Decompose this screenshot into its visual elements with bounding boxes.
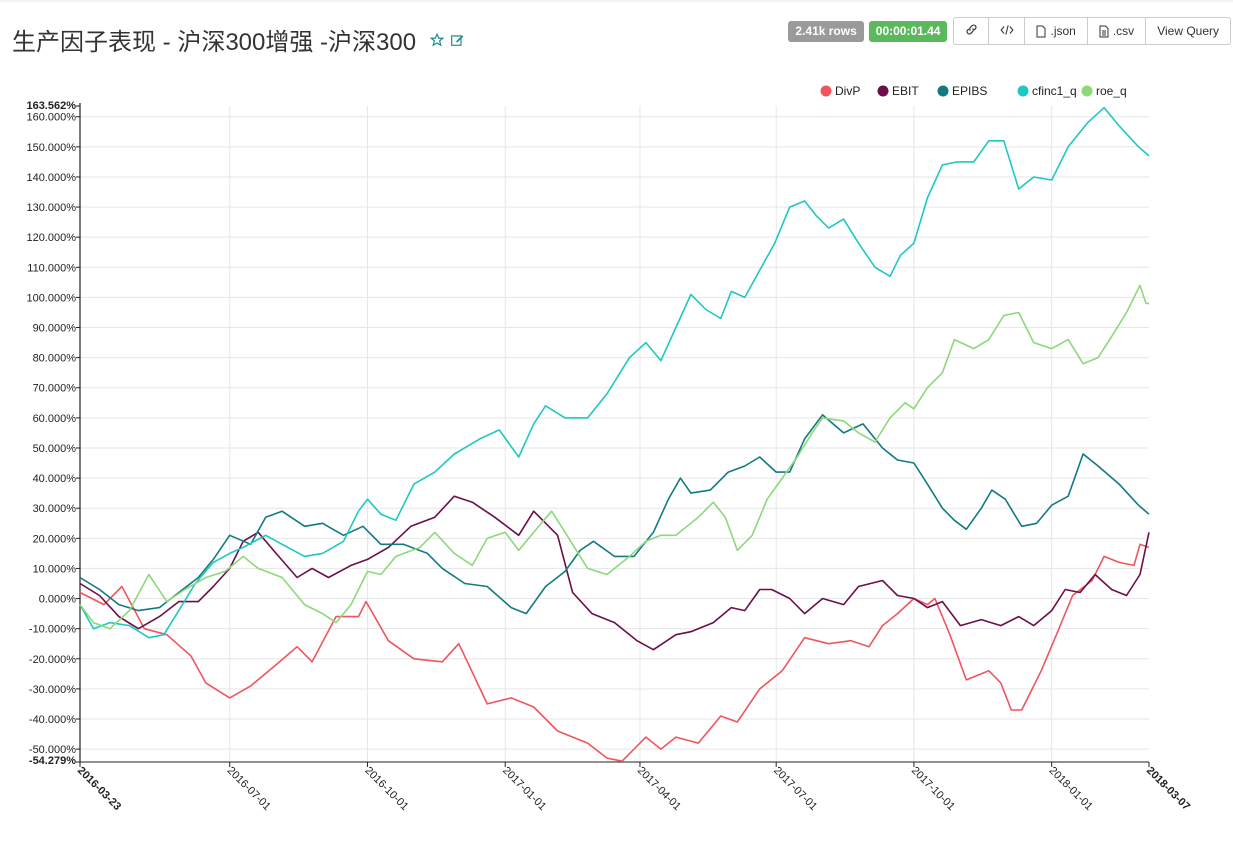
y-tick-label: 50.000% <box>33 443 77 455</box>
legend-item-EPIBS[interactable]: EPIBS <box>937 84 988 98</box>
y-tick-label: -40.000% <box>29 714 76 726</box>
y-tick-label: 100.000% <box>26 292 76 304</box>
y-tick-label: -54.279% <box>29 755 76 767</box>
file-text-icon <box>1099 25 1109 38</box>
series-line-cfinc1_q <box>79 106 1150 639</box>
csv-download-label: .csv <box>1112 24 1135 38</box>
y-tick-label: 150.000% <box>26 142 76 154</box>
csv-download-button[interactable]: .csv <box>1086 17 1147 45</box>
legend-marker <box>820 85 832 97</box>
y-tick-label: 20.000% <box>33 533 77 545</box>
y-tick-label: -10.000% <box>29 624 76 636</box>
chart-legend[interactable]: DivP EBIT EPIBS cfinc1_q roe_q <box>820 84 1127 98</box>
legend-marker <box>1081 85 1093 97</box>
series-line-EPIBS <box>79 414 1150 615</box>
legend-label: roe_q <box>1096 84 1127 98</box>
y-tick-label: 0.000% <box>39 594 77 606</box>
x-tick-label: 2017-04-01 <box>635 765 683 813</box>
x-tick-label: 2017-01-01 <box>500 765 548 813</box>
legend-item-cfinc1_q[interactable]: cfinc1_q <box>1017 84 1077 98</box>
legend-item-EBIT[interactable]: EBIT <box>877 84 920 98</box>
link-icon <box>965 23 978 39</box>
view-query-button[interactable]: View Query <box>1145 17 1231 45</box>
y-tick-label: 70.000% <box>33 383 77 395</box>
y-tick-label: 163.562% <box>26 100 76 112</box>
x-axis: 2016-03-23 2016-07-01 2016-10-01 2017-01-01… <box>75 761 1192 813</box>
y-tick-label: -50.000% <box>29 744 76 756</box>
x-tick-label: 2017-10-01 <box>909 765 957 813</box>
star-icon[interactable] <box>430 32 445 47</box>
y-tick-label: 130.000% <box>26 202 76 214</box>
chart-grid <box>80 106 1149 762</box>
legend-label: cfinc1_q <box>1032 84 1077 98</box>
y-axis: 163.562%160.000% 150.000% 140.000% 130.000%… <box>26 100 81 767</box>
series-line-EBIT <box>79 495 1150 651</box>
legend-marker <box>1017 85 1029 97</box>
link-button[interactable] <box>953 17 990 45</box>
view-query-label: View Query <box>1157 24 1219 38</box>
y-tick-label: 40.000% <box>33 473 77 485</box>
legend-marker <box>877 85 889 97</box>
edit-icon[interactable] <box>450 33 465 47</box>
y-tick-label: -20.000% <box>29 654 76 666</box>
y-tick-label: 160.000% <box>26 112 76 124</box>
legend-label: DivP <box>835 84 860 98</box>
legend-item-roe_q[interactable]: roe_q <box>1081 84 1127 98</box>
series-line-DivP <box>79 543 1150 762</box>
y-tick-label: 110.000% <box>27 262 76 274</box>
x-tick-label: 2018-03-07 <box>1144 765 1192 813</box>
chart-series <box>79 106 1150 762</box>
legend-label: EPIBS <box>952 84 987 98</box>
action-button-group: .json .csv View Query <box>953 17 1231 45</box>
x-tick-label: 2016-07-01 <box>225 765 273 813</box>
top-border <box>0 0 1233 2</box>
rows-badge: 2.41k rows <box>788 20 864 42</box>
y-tick-label: 120.000% <box>26 232 76 244</box>
json-download-label: .json <box>1050 24 1076 38</box>
code-icon <box>1000 24 1014 39</box>
y-tick-label: 80.000% <box>33 353 77 365</box>
y-tick-label: 60.000% <box>33 413 77 425</box>
y-tick-label: -30.000% <box>29 684 76 696</box>
y-tick-label: 30.000% <box>33 503 77 515</box>
toolbar: 2.41k rows 00:00:01.44 .json .csv View Q <box>788 17 1231 45</box>
page-title: 生产因子表现 - 沪深300增强 -沪深300 <box>12 22 465 57</box>
time-badge: 00:00:01.44 <box>868 20 948 42</box>
x-tick-label: 2016-10-01 <box>362 765 410 813</box>
legend-item-DivP[interactable]: DivP <box>820 84 861 98</box>
series-line-roe_q <box>79 284 1149 630</box>
legend-label: EBIT <box>892 84 919 98</box>
x-tick-label: 2017-07-01 <box>771 765 819 813</box>
x-tick-label: 2018-01-01 <box>1047 765 1095 813</box>
y-tick-label: 90.000% <box>33 323 77 335</box>
y-tick-label: 140.000% <box>26 172 76 184</box>
file-icon <box>1036 25 1046 38</box>
y-tick-label: 10.000% <box>33 563 77 575</box>
legend-marker <box>937 85 949 97</box>
x-tick-label: 2016-03-23 <box>75 765 123 813</box>
page-title-text: 生产因子表现 - 沪深300增强 -沪深300 <box>12 29 417 56</box>
